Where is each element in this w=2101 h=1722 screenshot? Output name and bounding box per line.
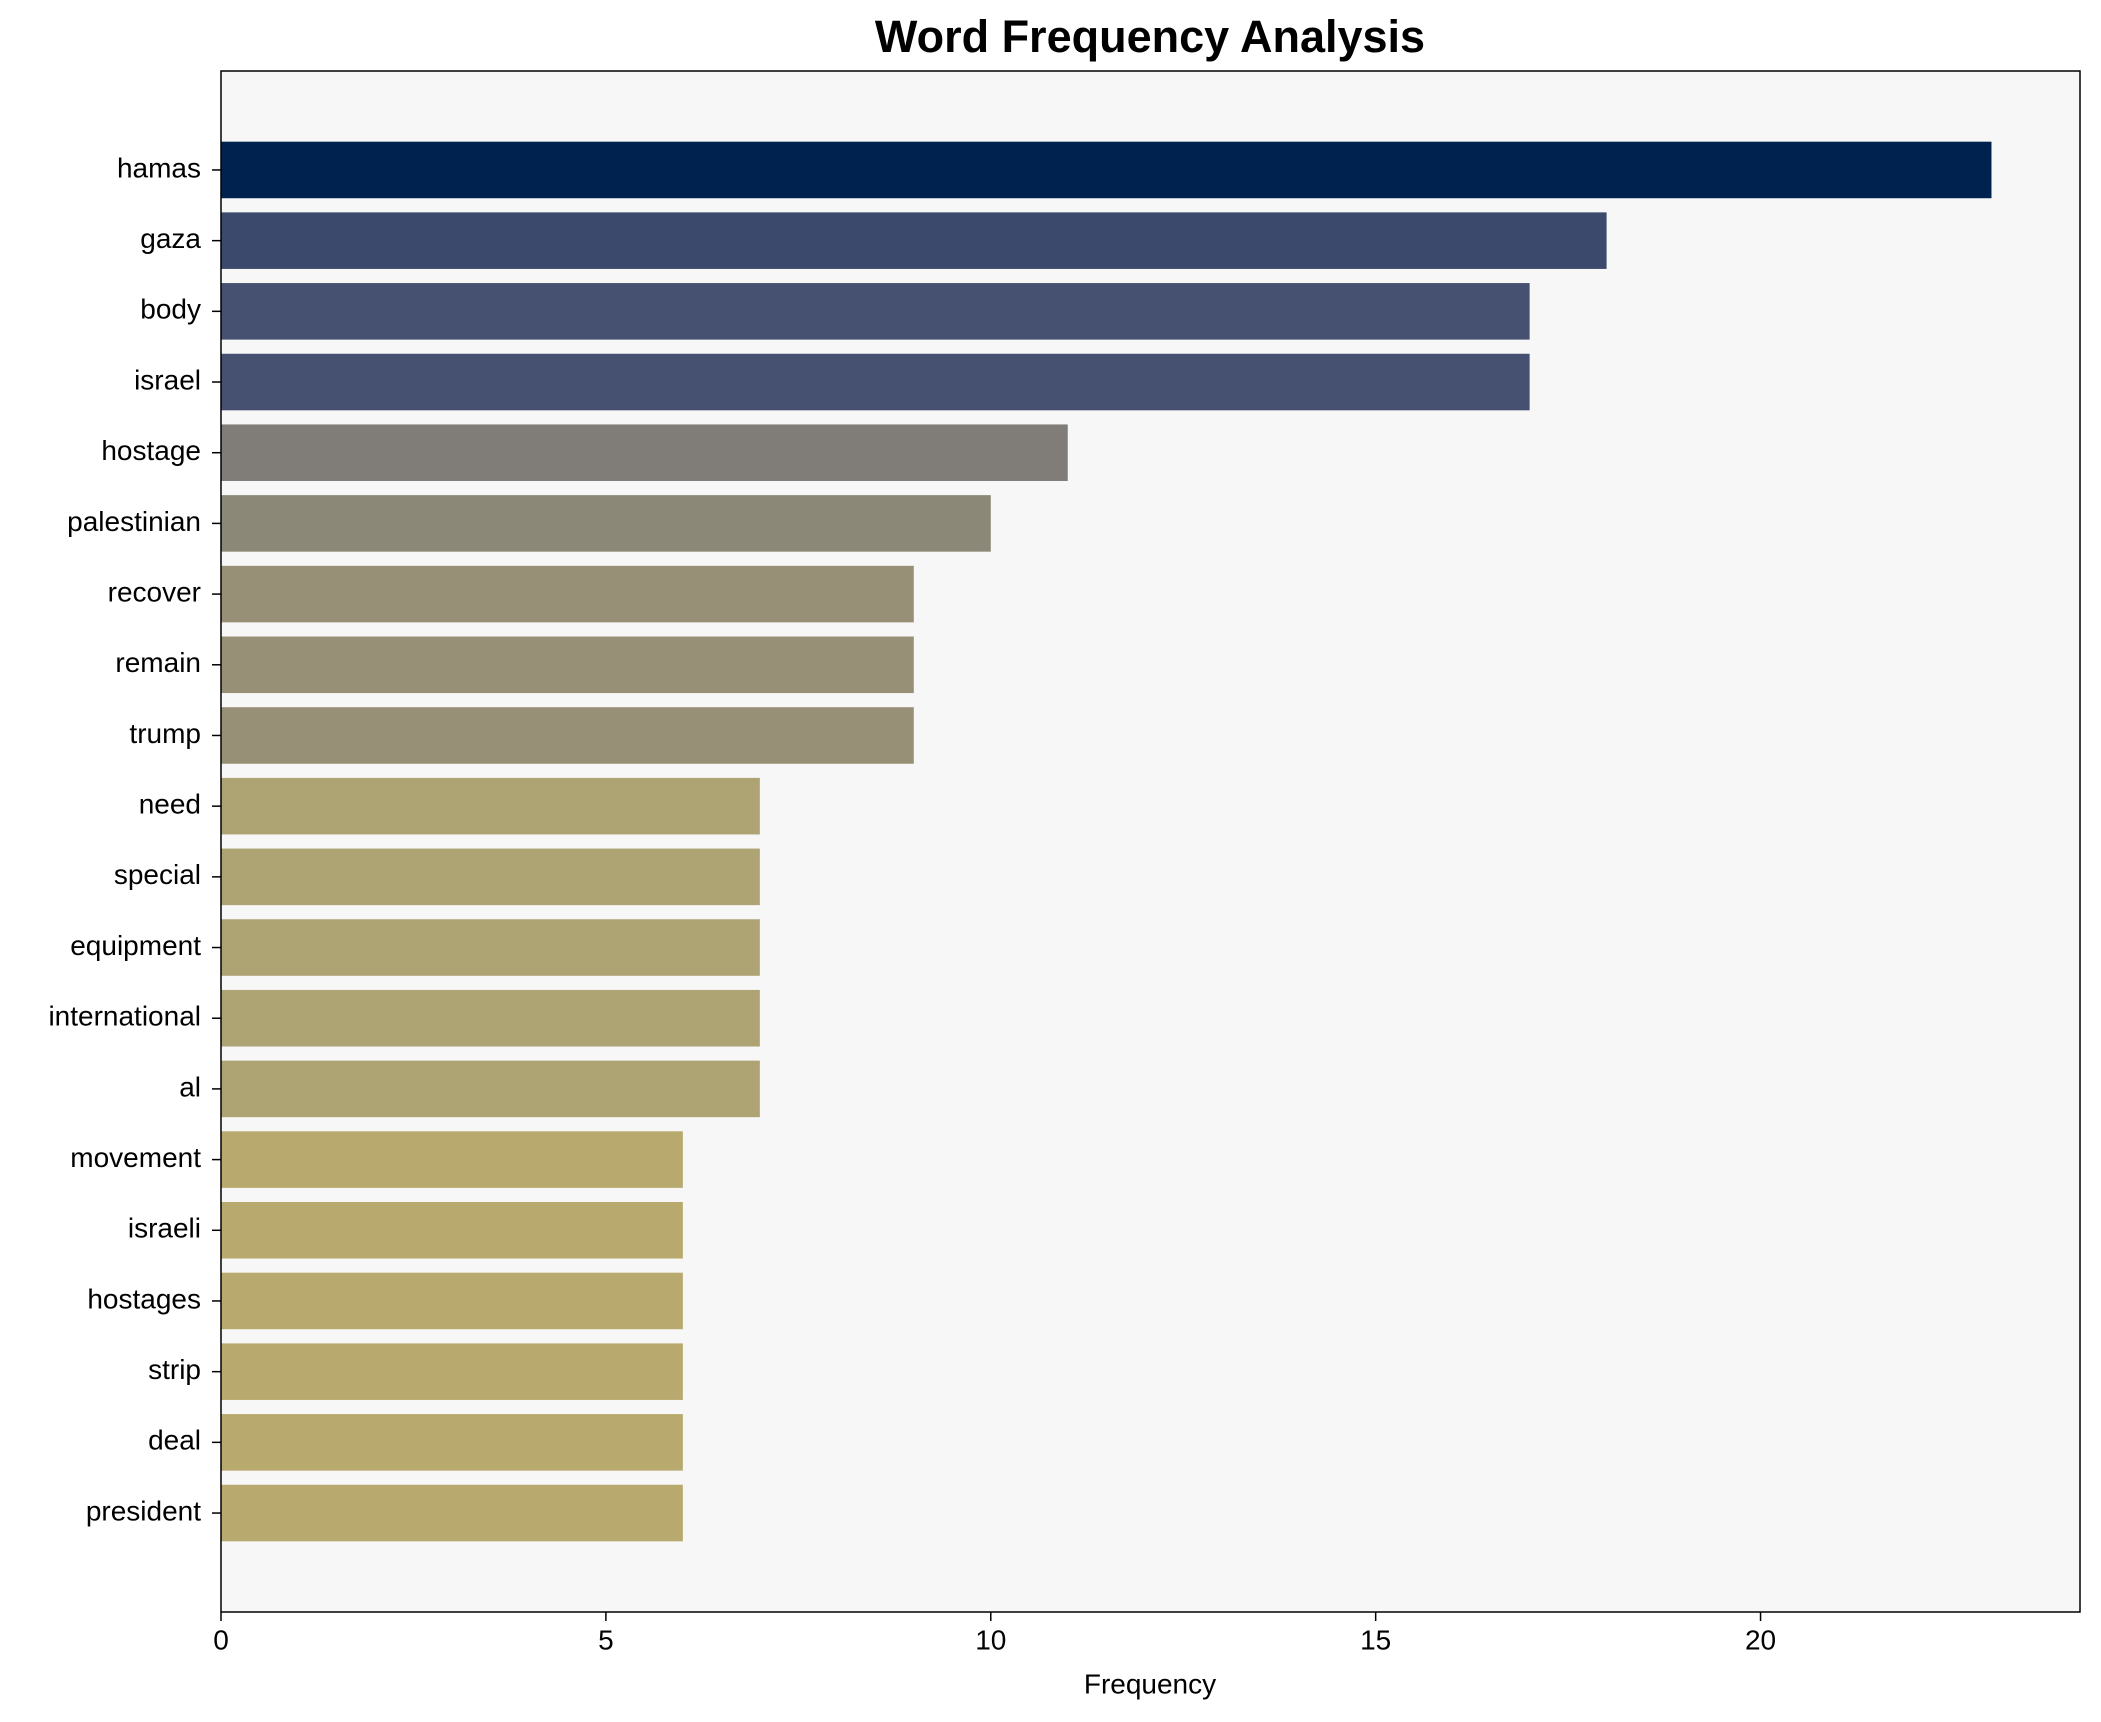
x-axis-label: Frequency — [1084, 1668, 1216, 1699]
y-tick-label: international — [48, 1001, 201, 1032]
y-tick-label: hostage — [101, 435, 201, 466]
bar — [221, 1202, 683, 1259]
y-tick-label: palestinian — [67, 506, 201, 537]
y-tick-label: israeli — [128, 1213, 201, 1244]
y-tick-label: movement — [70, 1142, 201, 1173]
bar — [221, 283, 1530, 340]
y-tick-label: special — [114, 859, 201, 890]
y-tick-label: hostages — [87, 1283, 201, 1314]
y-tick-label: gaza — [140, 223, 201, 254]
chart-title: Word Frequency Analysis — [875, 11, 1425, 62]
y-tick-label: israel — [134, 364, 201, 395]
y-tick-label: recover — [108, 576, 201, 607]
x-tick-label: 0 — [213, 1624, 229, 1655]
x-tick-label: 5 — [598, 1624, 614, 1655]
bar — [221, 1414, 683, 1471]
bar — [221, 565, 914, 623]
bar — [221, 353, 1530, 411]
bar — [221, 1343, 683, 1400]
y-tick-label: remain — [115, 647, 201, 678]
x-tick-label: 15 — [1360, 1624, 1391, 1655]
y-tick-label: strip — [148, 1354, 201, 1385]
y-tick-label: trump — [129, 718, 201, 749]
bar — [221, 707, 914, 764]
y-tick-label: hamas — [117, 152, 201, 183]
y-tick-label: need — [139, 789, 201, 820]
x-tick-label: 20 — [1745, 1624, 1776, 1655]
y-tick-label: equipment — [70, 930, 201, 961]
bar — [221, 141, 1992, 199]
bar — [221, 636, 914, 694]
y-tick-label: body — [140, 294, 201, 325]
bar — [221, 1060, 760, 1118]
bar — [221, 1484, 683, 1542]
bar — [221, 495, 991, 552]
y-tick-label: president — [86, 1495, 201, 1526]
bar — [221, 919, 760, 976]
bar — [221, 989, 760, 1047]
bar — [221, 848, 760, 906]
y-tick-label: al — [179, 1071, 201, 1102]
bar — [221, 1272, 683, 1330]
bar — [221, 777, 760, 835]
bar — [221, 212, 1607, 269]
y-tick-label: deal — [148, 1425, 201, 1456]
bar — [221, 1131, 683, 1188]
bar — [221, 424, 1068, 481]
plot-frame — [220, 70, 2081, 1613]
x-tick-label: 10 — [975, 1624, 1006, 1655]
